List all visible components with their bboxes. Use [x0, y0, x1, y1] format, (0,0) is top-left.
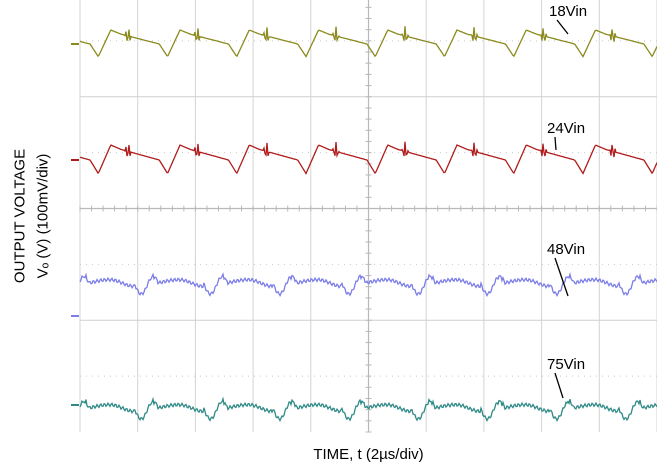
plot-traces — [71, 26, 657, 423]
trace-label-24vin: 24Vin — [547, 120, 585, 137]
trace-48vin — [79, 271, 657, 298]
x-axis-label: TIME, t (2µs/div) — [313, 446, 424, 463]
trace-label-48vin: 48Vin — [547, 241, 585, 258]
trace-label-18vin: 18Vin — [549, 3, 587, 20]
trace-label-pointer — [554, 136, 557, 151]
oscilloscope-plot: 18Vin 24Vin 48Vin 75Vin — [71, 0, 657, 433]
trace-label-pointer — [556, 19, 569, 35]
trace-labels: 18Vin 24Vin 48Vin 75Vin — [547, 3, 587, 399]
trace-label-pointer — [554, 372, 564, 399]
trace-24vin — [79, 141, 657, 175]
trace-75vin — [79, 396, 657, 423]
plot-grid — [79, 0, 657, 433]
trace-18vin — [79, 26, 657, 58]
trace-label-75vin: 75Vin — [547, 356, 585, 373]
trace-label-pointer — [554, 257, 569, 297]
